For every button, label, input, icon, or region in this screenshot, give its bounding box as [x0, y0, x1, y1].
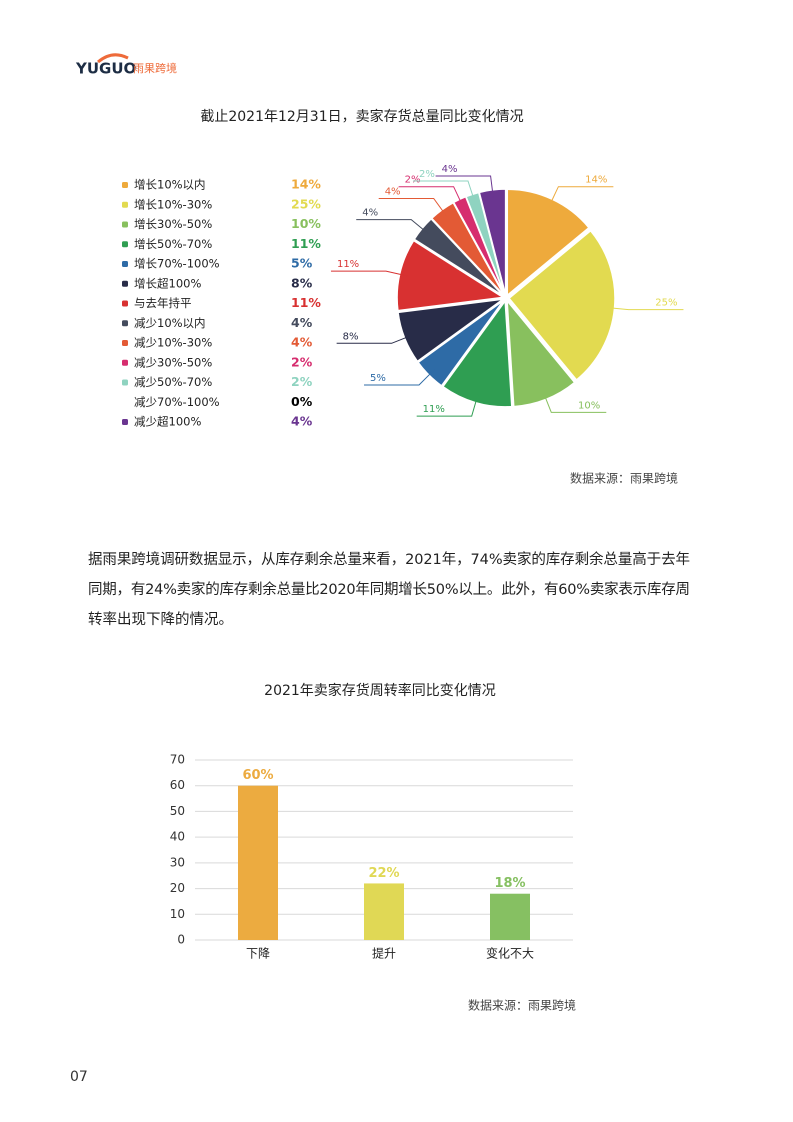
legend-swatch: [122, 261, 128, 267]
bar-value-label: 22%: [368, 866, 399, 881]
legend-value: 25%: [291, 196, 321, 211]
legend-label: 增长30%-50%: [134, 217, 212, 231]
paragraph-line: 转率出现下降的情况。: [88, 611, 233, 628]
logo-arc: [97, 53, 129, 64]
slice-label: 2%: [405, 175, 421, 186]
legend-label: 减少50%-70%: [134, 375, 212, 389]
pie-source: 数据来源：雨果跨境: [570, 471, 678, 486]
legend-label: 减少10%以内: [134, 316, 206, 330]
leader-line: [606, 307, 684, 311]
legend-swatch: [122, 320, 128, 327]
slice-label: 10%: [578, 400, 600, 411]
pie-title: 截止2021年12月31日，卖家存货总量同比变化情况: [200, 108, 523, 125]
legend-swatch: [122, 359, 128, 366]
legend-label: 减少70%-100%: [134, 395, 220, 409]
leader-line: [412, 180, 476, 203]
legend-label: 增长10%-30%: [134, 197, 212, 211]
y-tick-label: 30: [170, 855, 185, 869]
legend-label: 增长50%-70%: [134, 237, 212, 251]
legend-value: 10%: [291, 216, 321, 231]
legend-value: 2%: [291, 374, 313, 389]
x-tick-label: 提升: [372, 946, 396, 961]
bar-title: 2021年卖家存货周转率同比变化情况: [264, 682, 496, 699]
leader-line: [364, 369, 435, 386]
leader-line: [435, 175, 494, 198]
legend-label: 减少超100%: [134, 415, 201, 429]
paragraph-line: 同期，有24%卖家的库存剩余总量比2020年同期增长50%以上。此外，有60%卖…: [88, 580, 690, 598]
legend-swatch: [122, 241, 128, 248]
slice-label: 14%: [585, 175, 607, 186]
legend-swatch: [122, 182, 128, 188]
bar: [490, 893, 530, 940]
legend-value: 4%: [291, 335, 313, 350]
slice-label: 11%: [423, 404, 445, 415]
leader-line: [416, 394, 479, 417]
legend-value: 5%: [291, 256, 313, 271]
leader-line: [398, 186, 464, 207]
legend-swatch: [122, 280, 128, 287]
legend-value: 11%: [291, 295, 321, 310]
bar-source: 数据来源：雨果跨境: [468, 998, 576, 1013]
leader-line: [356, 219, 429, 235]
slice-label: 25%: [655, 298, 677, 309]
bar: [364, 883, 404, 940]
x-tick-label: 变化不大: [486, 946, 534, 961]
slice-label: 4%: [442, 164, 458, 175]
leader-line: [548, 186, 614, 207]
legend-value: 4%: [291, 414, 313, 429]
legend-swatch: [122, 340, 128, 346]
legend-value: 2%: [291, 354, 313, 369]
y-tick-label: 10: [170, 907, 185, 921]
y-tick-label: 40: [170, 830, 185, 844]
leader-line: [378, 197, 448, 217]
brand-cn: 雨果跨境: [133, 61, 177, 75]
x-tick-label: 下降: [246, 947, 270, 961]
legend-value: 4%: [291, 315, 313, 330]
slice-label: 4%: [385, 186, 401, 197]
slice-label: 4%: [362, 208, 378, 219]
y-tick-label: 50: [170, 804, 185, 818]
legend-label: 与去年持平: [134, 296, 192, 310]
legend-swatch: [122, 201, 128, 208]
legend-label: 增长70%-100%: [134, 257, 220, 271]
legend-swatch: [122, 379, 128, 386]
slice-label: 8%: [343, 331, 359, 342]
brand: YUGUO: [75, 60, 136, 78]
bar: [238, 785, 278, 940]
slice-label: 5%: [370, 373, 386, 384]
legend-swatch: [122, 300, 128, 307]
legend-swatch: [122, 419, 128, 425]
paragraph-line: 据雨果跨境调研数据显示，从库存剩余总量来看，2021年，74%卖家的库存剩余总量…: [88, 550, 690, 568]
legend-label: 增长10%以内: [134, 178, 206, 192]
leader-line: [330, 270, 408, 277]
legend-label: 减少30%-50%: [134, 355, 212, 369]
legend-value: 0%: [291, 394, 313, 409]
leader-line: [336, 334, 413, 344]
leader-line: [542, 391, 607, 413]
y-tick-label: 60: [170, 778, 185, 792]
y-tick-label: 70: [170, 753, 185, 767]
slice-label: 2%: [419, 169, 435, 180]
legend-swatch: [122, 221, 128, 228]
legend-label: 减少10%-30%: [134, 336, 212, 350]
legend-value: 14%: [291, 177, 321, 192]
y-tick-label: 20: [170, 881, 185, 895]
legend-value: 8%: [291, 275, 313, 290]
page-number: 07: [70, 1069, 88, 1085]
slice-label: 11%: [337, 259, 359, 270]
legend-label: 增长超100%: [134, 276, 201, 290]
bar-value-label: 18%: [494, 876, 525, 891]
bar-value-label: 60%: [242, 768, 273, 783]
y-tick-label: 0: [177, 933, 185, 947]
legend-value: 11%: [291, 236, 321, 251]
